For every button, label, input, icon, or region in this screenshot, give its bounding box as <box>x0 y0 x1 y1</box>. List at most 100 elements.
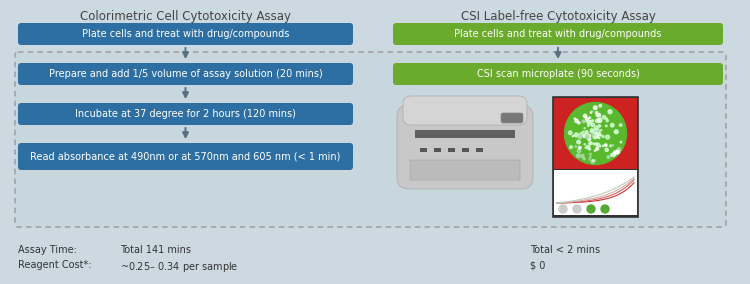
Circle shape <box>589 159 590 160</box>
Circle shape <box>575 119 578 123</box>
Circle shape <box>579 135 582 138</box>
Circle shape <box>596 132 600 135</box>
Circle shape <box>605 148 608 151</box>
Circle shape <box>588 134 591 137</box>
Circle shape <box>596 129 598 131</box>
Circle shape <box>598 130 600 132</box>
Circle shape <box>587 137 591 141</box>
Bar <box>462 148 469 152</box>
Circle shape <box>579 137 580 138</box>
FancyBboxPatch shape <box>15 52 726 227</box>
Bar <box>420 148 427 152</box>
Circle shape <box>590 129 593 131</box>
Circle shape <box>588 125 589 126</box>
Circle shape <box>608 110 612 114</box>
Circle shape <box>584 128 585 129</box>
Circle shape <box>596 129 599 132</box>
Circle shape <box>592 160 594 161</box>
Circle shape <box>594 160 596 161</box>
Circle shape <box>585 118 589 122</box>
Circle shape <box>602 135 604 137</box>
Circle shape <box>584 144 586 145</box>
Circle shape <box>589 142 592 145</box>
FancyBboxPatch shape <box>18 143 353 170</box>
Circle shape <box>592 131 594 132</box>
Circle shape <box>590 130 594 133</box>
Circle shape <box>605 125 607 127</box>
Circle shape <box>599 105 602 107</box>
Circle shape <box>604 144 607 147</box>
Circle shape <box>592 137 594 138</box>
Bar <box>553 97 638 217</box>
Circle shape <box>585 131 588 134</box>
Circle shape <box>606 118 607 119</box>
Circle shape <box>614 151 616 153</box>
Circle shape <box>596 143 600 147</box>
Circle shape <box>610 154 613 156</box>
Circle shape <box>578 149 580 153</box>
Circle shape <box>600 134 602 136</box>
FancyBboxPatch shape <box>397 105 533 189</box>
Circle shape <box>606 135 610 139</box>
Circle shape <box>607 156 610 158</box>
FancyBboxPatch shape <box>18 23 353 45</box>
Circle shape <box>598 118 602 121</box>
Text: Assay Time:: Assay Time: <box>18 245 76 255</box>
Circle shape <box>592 120 594 122</box>
Circle shape <box>596 114 598 116</box>
Circle shape <box>588 121 591 124</box>
Circle shape <box>594 133 596 135</box>
Circle shape <box>578 146 581 149</box>
Circle shape <box>599 146 601 147</box>
Circle shape <box>597 135 598 136</box>
FancyBboxPatch shape <box>18 103 353 125</box>
Circle shape <box>596 112 598 114</box>
Text: $ 0: $ 0 <box>530 260 545 270</box>
FancyBboxPatch shape <box>393 23 723 45</box>
Text: Total 141 mins: Total 141 mins <box>120 245 191 255</box>
Circle shape <box>614 130 618 134</box>
Circle shape <box>597 114 601 117</box>
Circle shape <box>612 153 615 156</box>
Bar <box>554 170 637 215</box>
Circle shape <box>592 129 596 131</box>
Circle shape <box>620 141 622 143</box>
Text: CSI Label-free Cytotoxicity Assay: CSI Label-free Cytotoxicity Assay <box>460 10 656 23</box>
Circle shape <box>580 133 584 137</box>
Circle shape <box>596 132 597 134</box>
Circle shape <box>559 205 567 213</box>
Circle shape <box>587 122 590 125</box>
Circle shape <box>596 119 599 123</box>
Circle shape <box>594 136 596 139</box>
Circle shape <box>591 123 595 127</box>
Circle shape <box>578 122 579 124</box>
Circle shape <box>587 205 595 213</box>
Circle shape <box>586 134 589 136</box>
Circle shape <box>586 145 590 149</box>
Circle shape <box>611 154 613 155</box>
Circle shape <box>593 143 595 145</box>
Circle shape <box>585 117 586 118</box>
Circle shape <box>596 143 598 145</box>
Circle shape <box>574 118 576 120</box>
Circle shape <box>582 120 585 123</box>
Circle shape <box>590 142 592 144</box>
Circle shape <box>597 129 598 130</box>
Circle shape <box>589 149 590 150</box>
Circle shape <box>584 135 586 137</box>
Bar <box>476 148 483 152</box>
Circle shape <box>584 114 586 118</box>
Circle shape <box>601 130 602 131</box>
Circle shape <box>590 120 592 122</box>
Circle shape <box>584 158 585 160</box>
Circle shape <box>616 150 620 154</box>
Circle shape <box>617 148 620 151</box>
Circle shape <box>596 147 598 150</box>
Circle shape <box>578 122 580 124</box>
Text: Incubate at 37 degree for 2 hours (120 mins): Incubate at 37 degree for 2 hours (120 m… <box>75 109 296 119</box>
FancyBboxPatch shape <box>18 63 353 85</box>
Text: Colorimetric Cell Cytotoxicity Assay: Colorimetric Cell Cytotoxicity Assay <box>80 10 291 23</box>
Bar <box>448 148 455 152</box>
Circle shape <box>598 119 602 122</box>
Text: Prepare and add 1/5 volume of assay solution (20 mins): Prepare and add 1/5 volume of assay solu… <box>49 69 322 79</box>
